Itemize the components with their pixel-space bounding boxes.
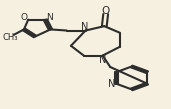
- Text: O: O: [102, 6, 110, 16]
- Text: CH₃: CH₃: [3, 33, 18, 42]
- Text: N: N: [46, 13, 52, 22]
- Text: N: N: [99, 55, 106, 65]
- Text: N: N: [108, 79, 115, 89]
- Text: N: N: [81, 22, 88, 32]
- Text: O: O: [21, 14, 27, 22]
